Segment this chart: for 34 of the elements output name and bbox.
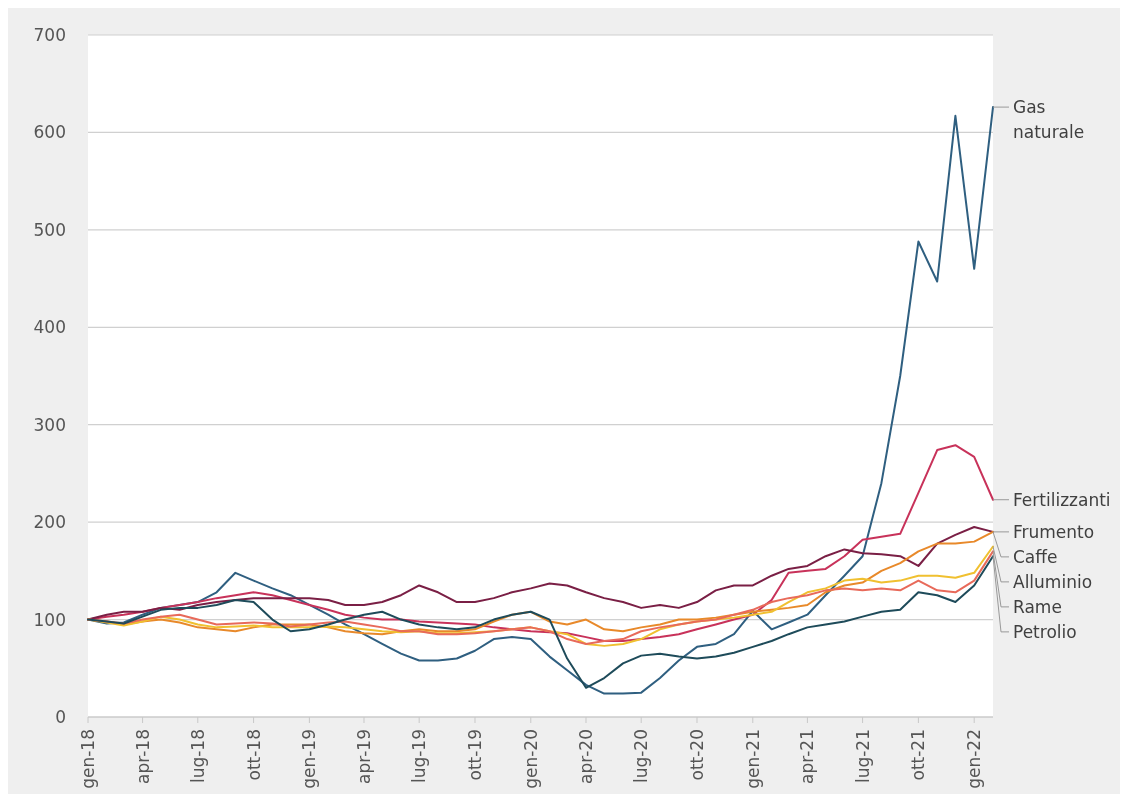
x-tick-label: apr-21 — [797, 729, 818, 784]
text: Petrolio — [1013, 621, 1077, 642]
series-label: Frumento — [1013, 521, 1095, 542]
x-tick-label: ott-19 — [464, 729, 485, 781]
x-tick-label: ott-18 — [243, 729, 264, 781]
x-tick-label: gen-20 — [520, 729, 541, 789]
x-tick-label: lug-19 — [409, 729, 430, 784]
x-tick-label: apr-20 — [575, 729, 596, 784]
y-tick-label: 400 — [33, 317, 66, 338]
series-label: Alluminio — [1013, 571, 1093, 592]
x-tick-label: apr-18 — [132, 729, 153, 784]
x-tick-label: gen-21 — [742, 729, 763, 789]
y-tick-label: 700 — [33, 24, 66, 45]
text: Rame — [1013, 596, 1062, 617]
x-tick-label: ott-21 — [908, 729, 929, 781]
x-tick-label: apr-19 — [353, 729, 374, 784]
line-series — [87, 555, 994, 689]
y-tick-label: 100 — [33, 609, 66, 630]
y-tick-label: 600 — [33, 122, 66, 143]
y-tick-label: 300 — [33, 414, 66, 435]
x-tick-label: lug-21 — [852, 729, 873, 784]
series-label: Gas naturale — [1013, 97, 1085, 143]
x-tick-label: lug-20 — [631, 729, 652, 784]
x-tick-label: gen-18 — [77, 729, 98, 789]
x-tick-label: gen-19 — [299, 729, 320, 789]
series-label: Caffe — [1013, 546, 1058, 567]
x-tick-label: lug-18 — [187, 729, 208, 784]
series-label: Fertilizzanti — [1013, 489, 1111, 510]
line-series — [87, 526, 994, 621]
y-tick-label: 500 — [33, 219, 66, 240]
y-tick-label: 200 — [33, 512, 66, 533]
x-tick-label: ott-20 — [686, 729, 707, 781]
y-tick-label: 0 — [55, 706, 66, 727]
x-tick-label: gen-22 — [964, 729, 985, 789]
